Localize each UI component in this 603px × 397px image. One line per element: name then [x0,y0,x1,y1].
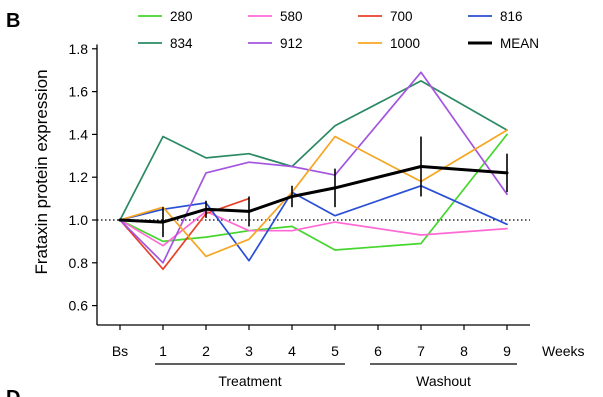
x-tick-label: 9 [503,343,511,359]
y-tick-label: 1.8 [69,41,89,57]
series-line-912 [119,71,508,264]
legend-label-834: 834 [170,36,193,51]
series-line-816 [119,184,508,262]
x-tick-label: 6 [374,343,382,359]
x-tick-label: Bs [112,343,128,359]
series-line-700 [119,197,250,271]
x-tick-label: 7 [417,343,425,359]
group-label-washout: Washout [416,373,471,389]
x-tick-label: 5 [331,343,339,359]
legend: 280 580 700 816 834 912 1000 MEAN [138,9,539,51]
legend-label-1000: 1000 [390,36,420,51]
series-line-1000 [119,129,508,258]
group-label-treatment: Treatment [218,373,281,389]
panel-letter-bottom: D [6,387,20,397]
y-tick-label: 0.6 [69,298,89,314]
legend-label-280: 280 [170,9,193,24]
series-line-580 [119,210,508,247]
y-axis-title: Frataxin protein expression [32,69,51,274]
legend-label-580: 580 [280,9,303,24]
axes: 0.6 0.8 1.0 1.2 1.4 1.6 1.8 Bs 1 2 3 4 5 6 7 8 9 [69,41,530,359]
x-tick-label: 1 [159,343,167,359]
y-tick-label: 0.8 [69,255,89,271]
y-tick-label: 1.0 [69,212,89,228]
x-axis-title: Weeks [542,343,585,359]
x-tick-label: 2 [202,343,210,359]
x-tick-label: 8 [460,343,468,359]
group-brackets: Treatment Washout [155,363,517,389]
panel-letter-top: B [6,10,20,32]
y-tick-label: 1.4 [69,126,89,142]
legend-label-912: 912 [280,36,303,51]
y-tick-label: 1.2 [69,169,89,185]
legend-label-816: 816 [500,9,523,24]
legend-label-mean: MEAN [500,36,539,51]
y-tick-label: 1.6 [69,84,89,100]
series-layer [118,71,509,271]
x-tick-label: 3 [245,343,253,359]
legend-label-700: 700 [390,9,413,24]
series-line-mean [118,165,509,224]
x-tick-label: 4 [288,343,296,359]
